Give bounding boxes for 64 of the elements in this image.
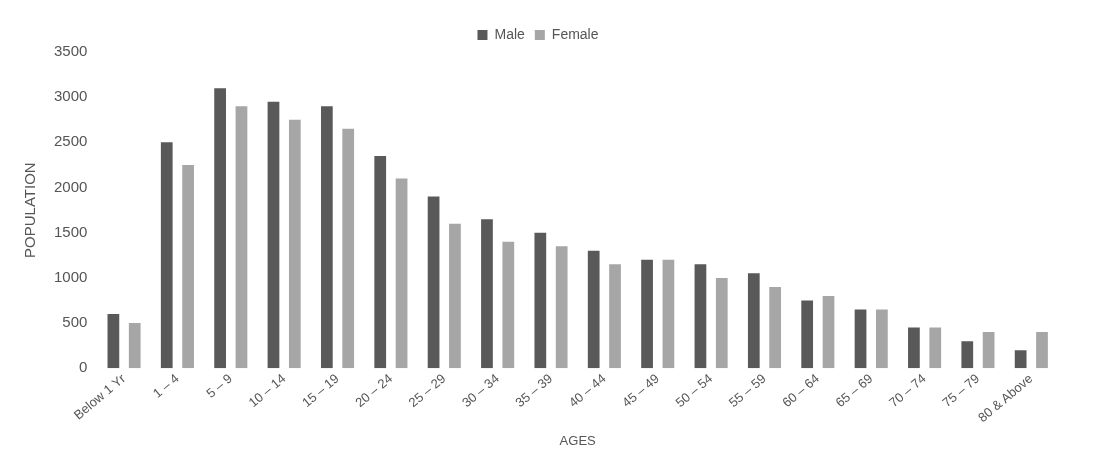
bar — [267, 101, 280, 369]
bar — [107, 314, 120, 369]
bar — [769, 286, 782, 369]
bar — [876, 309, 888, 369]
bar — [715, 277, 728, 369]
legend-label: Female — [551, 25, 599, 42]
bar — [822, 295, 835, 369]
bar — [929, 327, 942, 369]
x-tick-label: 45 – 49 — [619, 370, 662, 411]
y-tick-label: 1500 — [53, 222, 88, 240]
y-tick-label: 3000 — [53, 87, 88, 105]
bar — [214, 88, 226, 369]
bar — [609, 264, 621, 369]
y-tick-label: 500 — [62, 313, 88, 331]
x-tick-label: 60 – 64 — [779, 370, 823, 411]
bar — [320, 106, 333, 369]
bar — [641, 259, 653, 369]
bar — [342, 128, 355, 369]
x-tick-label: 50 – 54 — [672, 370, 716, 411]
x-tick-label: 40 – 44 — [565, 370, 609, 411]
y-tick-label: 2500 — [53, 132, 88, 150]
bar — [982, 332, 995, 369]
bar — [128, 323, 141, 369]
bar — [502, 241, 515, 369]
bar — [374, 155, 387, 369]
bar — [587, 250, 600, 369]
x-tick-label: 1 – 4 — [149, 370, 182, 401]
bar — [747, 273, 760, 369]
bar — [908, 327, 920, 369]
bar — [1014, 350, 1027, 369]
bar — [534, 232, 547, 369]
y-axis-title: POPULATION — [21, 162, 39, 258]
bar — [288, 119, 301, 369]
x-axis-title: AGES — [559, 432, 597, 448]
bar — [481, 219, 493, 369]
bar — [662, 259, 675, 369]
y-tick-label: 2000 — [53, 177, 88, 195]
y-tick-label: 0 — [79, 358, 88, 376]
x-tick-label: 20 – 24 — [352, 370, 396, 411]
bar — [694, 264, 707, 369]
legend-label: Male — [494, 25, 526, 42]
bar — [449, 223, 461, 369]
x-tick-label: 5 – 9 — [203, 370, 236, 401]
bar — [1036, 332, 1048, 369]
x-tick-label: 75 – 79 — [939, 370, 983, 411]
bar — [395, 178, 408, 369]
x-tick-label: 10 – 14 — [245, 370, 289, 411]
x-tick-label: 70 – 74 — [885, 370, 929, 411]
x-tick-label: 30 – 34 — [459, 370, 502, 411]
bar — [235, 106, 248, 369]
x-tick-label: 65 – 69 — [832, 370, 876, 411]
bar — [182, 164, 194, 369]
x-tick-label: 25 – 29 — [405, 370, 449, 411]
x-tick-label: 15 – 19 — [298, 370, 342, 411]
bar — [427, 196, 440, 369]
bar — [854, 309, 867, 369]
y-tick-label: 1000 — [53, 268, 88, 286]
bar — [555, 246, 568, 369]
bar — [801, 300, 814, 369]
y-tick-label: 3500 — [53, 42, 88, 60]
bar — [961, 341, 974, 369]
x-tick-label: 55 – 59 — [725, 370, 769, 411]
x-tick-label: 35 – 39 — [512, 370, 556, 411]
bar — [160, 142, 173, 369]
